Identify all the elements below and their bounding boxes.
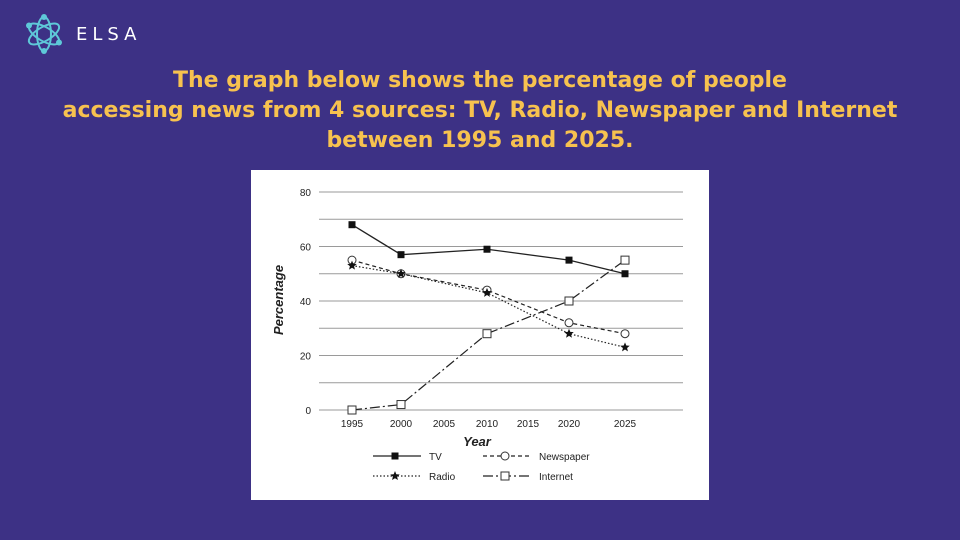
legend-marker: [500, 471, 510, 481]
data-point: [482, 287, 492, 297]
x-tick-label: 2015: [517, 419, 540, 430]
data-point: [564, 296, 574, 306]
x-tick-label: 2000: [390, 419, 413, 430]
data-point: [620, 255, 630, 265]
legend-marker: [391, 452, 399, 460]
data-point: [482, 329, 492, 339]
legend-item: Radio: [373, 471, 456, 483]
line-chart: 0 20 40 60 80 1995 2000 2005 2010 2015 2020 2025 Pe…: [271, 188, 683, 483]
x-axis-label: Year: [463, 434, 492, 449]
data-point: [397, 251, 405, 259]
x-tick-label: 1995: [341, 419, 364, 430]
data-point: [620, 342, 630, 352]
y-tick-label: 20: [300, 352, 312, 363]
x-tick-label: 2005: [433, 419, 456, 430]
chart-card: 0 20 40 60 80 1995 2000 2005 2010 2015 2020 2025 Pe…: [251, 170, 709, 500]
heading-line: The graph below shows the percentage of …: [173, 68, 787, 93]
legend-marker: [390, 471, 400, 481]
brand-logo: ELSA: [22, 12, 141, 56]
legend-item: TV: [373, 452, 442, 463]
data-point: [348, 221, 356, 229]
x-tick-label: 2010: [476, 419, 499, 430]
brand-name: ELSA: [76, 23, 142, 45]
elsa-logo-icon: [26, 14, 62, 54]
legend-label: Radio: [429, 472, 456, 483]
data-point: [565, 256, 573, 264]
y-tick-label: 0: [305, 406, 311, 417]
legend-label: Newspaper: [539, 452, 590, 463]
series-internet: [347, 255, 630, 415]
data-point: [483, 245, 491, 253]
heading-line: between 1995 and 2025.: [326, 128, 634, 153]
legend-item: Internet: [483, 471, 573, 483]
x-tick-label: 2025: [614, 419, 637, 430]
legend-label: Internet: [539, 472, 573, 483]
heading-line: accessing news from 4 sources: TV, Radio…: [62, 98, 898, 123]
legend-item: Newspaper: [483, 451, 590, 463]
y-tick-label: 40: [300, 297, 312, 308]
legend-marker: [500, 451, 510, 461]
data-point: [621, 270, 629, 278]
data-point: [564, 318, 574, 328]
legend-label: TV: [429, 452, 442, 463]
series-radio: [347, 260, 630, 352]
data-point: [396, 400, 406, 410]
x-tick-label: 2020: [558, 419, 581, 430]
page-heading: The graph below shows the percentage of …: [0, 66, 960, 156]
y-tick-label: 80: [300, 188, 312, 199]
data-point: [396, 268, 406, 278]
data-point: [564, 328, 574, 338]
y-axis-label: Percentage: [271, 265, 286, 335]
data-point: [347, 405, 357, 415]
series-newspaper: [347, 255, 630, 339]
series-tv: [348, 221, 629, 278]
y-tick-label: 60: [300, 243, 312, 254]
series-line: [351, 259, 626, 335]
series-line: [351, 259, 626, 411]
data-point: [347, 260, 357, 270]
data-point: [620, 329, 630, 339]
